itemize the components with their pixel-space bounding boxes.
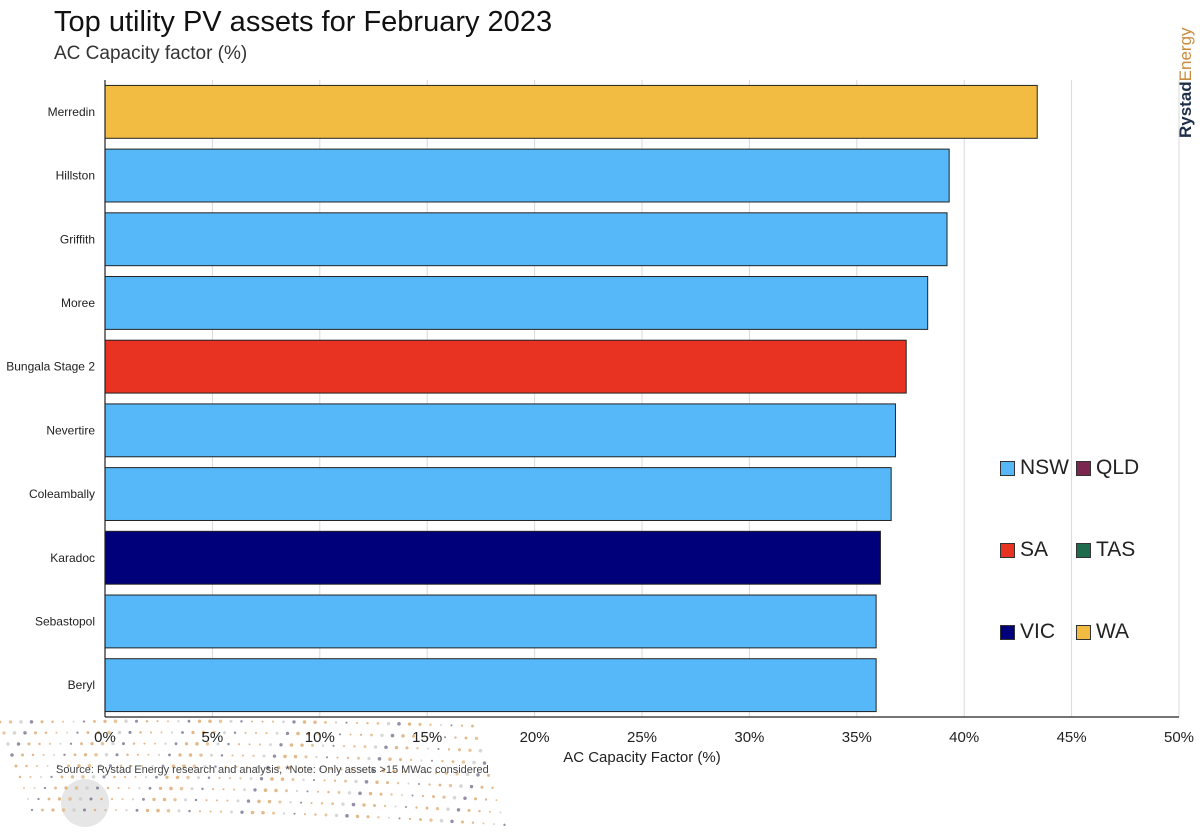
category-label-bungala-stage-2: Bungala Stage 2 — [6, 360, 95, 374]
category-label-beryl: Beryl — [68, 678, 95, 692]
legend-item-tas: TAS — [1076, 538, 1135, 562]
legend-label-vic: VIC — [1020, 620, 1056, 643]
decorative-dots-graphic — [0, 719, 506, 827]
category-label-hillston: Hillston — [56, 169, 95, 183]
legend-swatch-wa — [1076, 624, 1091, 640]
legend-item-vic: VIC — [1000, 620, 1055, 644]
bar-nevertire — [104, 403, 896, 458]
bar-hillston — [104, 148, 950, 203]
category-label-sebastopol: Sebastopol — [35, 614, 95, 628]
x-axis-title: AC Capacity Factor (%) — [563, 749, 721, 766]
category-label-coleambally: Coleambally — [29, 487, 95, 501]
bar-bungala-stage-2 — [104, 339, 907, 394]
bar-griffith — [104, 212, 948, 267]
legend-swatch-tas — [1076, 542, 1091, 558]
bar-beryl — [104, 658, 877, 713]
bar-coleambally — [104, 467, 892, 521]
bars — [104, 84, 1038, 713]
legend-item-wa: WA — [1076, 620, 1129, 644]
x-tick-label-25: 25% — [627, 729, 657, 746]
legend-swatch-vic — [1000, 624, 1015, 640]
bar-moree — [104, 276, 929, 330]
legend-item-nsw: NSW — [1000, 456, 1069, 480]
category-labels: Merredin Hillston Griffith Moree Bungala Sta… — [6, 105, 95, 692]
x-tick-label-45: 45% — [1057, 729, 1087, 746]
legend-item-qld: QLD — [1076, 456, 1139, 480]
x-tick-label-15: 15% — [412, 729, 442, 746]
legend: NSW QLD SA TAS VIC WA — [1000, 456, 1170, 656]
legend-label-wa: WA — [1096, 620, 1130, 643]
bar-sebastopol — [104, 594, 877, 649]
chart-subtitle: AC Capacity factor (%) — [54, 43, 248, 64]
x-tick-label-20: 20% — [520, 729, 550, 746]
legend-label-qld: QLD — [1096, 456, 1140, 479]
legend-item-sa: SA — [1000, 538, 1048, 562]
x-tick-label-5: 5% — [202, 729, 224, 746]
x-tick-label-40: 40% — [949, 729, 979, 746]
x-tick-label-10: 10% — [305, 729, 335, 746]
category-label-moree: Moree — [61, 296, 95, 310]
legend-label-tas: TAS — [1096, 538, 1136, 561]
category-label-nevertire: Nevertire — [46, 423, 95, 437]
legend-label-nsw: NSW — [1020, 456, 1069, 479]
legend-swatch-sa — [1000, 542, 1015, 558]
chart-title: Top utility PV assets for February 2023 — [54, 6, 553, 38]
legend-swatch-nsw — [1000, 460, 1015, 476]
x-tick-label-0: 0% — [94, 729, 116, 746]
legend-swatch-qld — [1076, 460, 1091, 476]
x-tick-label-30: 30% — [734, 729, 764, 746]
bar-merredin — [104, 84, 1038, 139]
bar-karadoc — [104, 530, 881, 585]
legend-label-sa: SA — [1020, 538, 1049, 561]
category-label-merredin: Merredin — [48, 105, 95, 119]
category-label-griffith: Griffith — [60, 232, 95, 246]
x-tick-label-50: 50% — [1164, 729, 1194, 746]
x-tick-label-35: 35% — [842, 729, 872, 746]
x-axis-ticks: 0% 5% 10% 15% 20% 25% 30% 35% 40% 45% 50% — [94, 729, 1194, 746]
category-label-karadoc: Karadoc — [50, 551, 95, 565]
source-note: Source: Rystad Energy research and analy… — [56, 764, 489, 776]
